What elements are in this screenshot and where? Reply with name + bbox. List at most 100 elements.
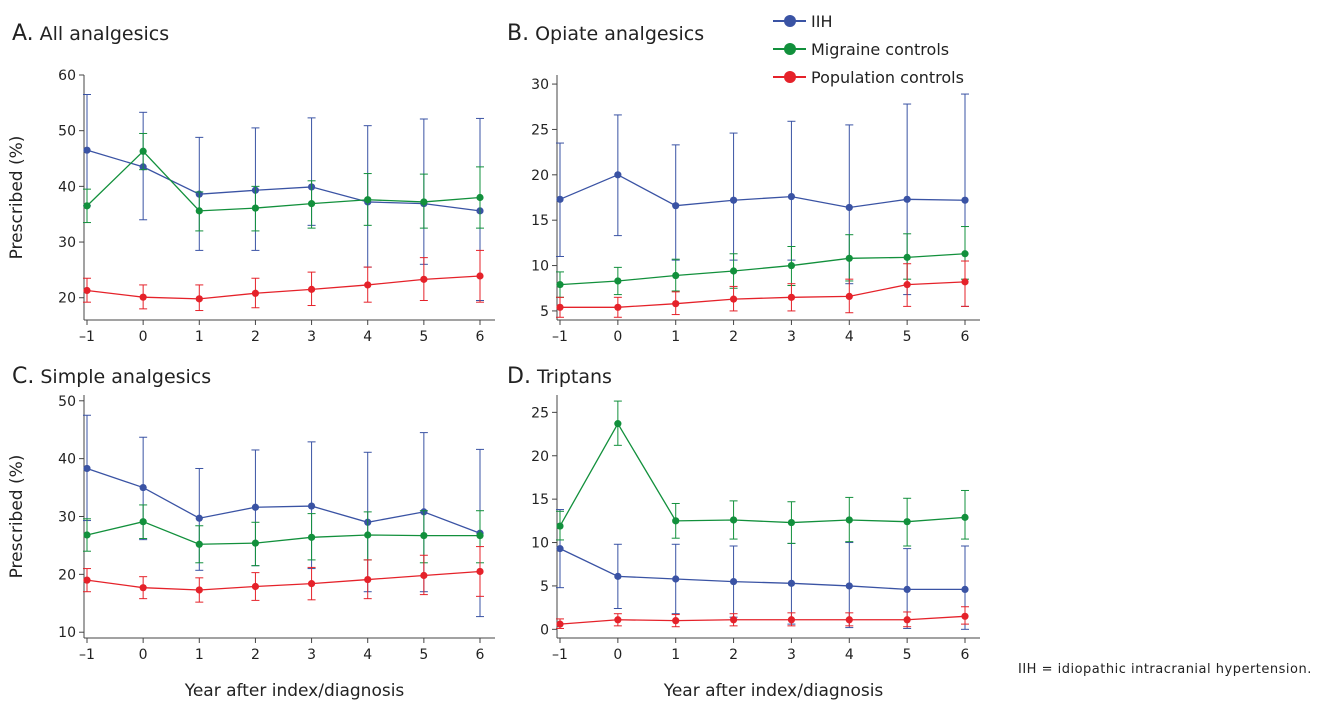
data-point (729, 196, 738, 204)
data-point (614, 303, 622, 311)
data-point (476, 193, 484, 202)
series-1 (556, 226, 969, 298)
data-point (83, 464, 91, 473)
y-tick-label: 25 (531, 405, 549, 421)
data-point (83, 531, 91, 539)
x-tick-label: 0 (613, 647, 622, 663)
x-tick-label: 6 (961, 647, 970, 663)
data-point (729, 577, 738, 586)
y-tick-label: 15 (531, 213, 549, 229)
series-2 (83, 546, 484, 603)
data-point (787, 293, 796, 301)
data-point (195, 540, 203, 548)
x-tick-label: 4 (363, 647, 372, 663)
data-point (672, 517, 680, 525)
series-2 (556, 606, 969, 629)
series-2 (556, 260, 969, 318)
y-tick-label: 10 (531, 259, 549, 275)
data-point (961, 612, 969, 620)
data-point (139, 293, 147, 301)
x-tick-label: 2 (251, 647, 260, 663)
data-point (83, 202, 91, 210)
y-axis-label: Prescribed (%) (7, 455, 27, 579)
data-point (672, 202, 680, 210)
data-point (251, 289, 260, 297)
legend-marker (784, 43, 796, 55)
x-tick-label: 6 (476, 647, 485, 663)
panel-1: B. Opiate analgesics 5 10 15 20 25 30 –1 0 1 2 3 4 5 6 (507, 21, 980, 345)
data-point (961, 278, 969, 286)
data-point (729, 267, 738, 275)
data-point (139, 584, 147, 592)
x-tick-label: 1 (671, 329, 680, 345)
x-axis-label: Year after index/diagnosis (184, 681, 405, 701)
data-point (556, 303, 564, 311)
data-point (672, 271, 680, 280)
data-point (614, 171, 622, 179)
x-tick-label: 0 (139, 329, 148, 345)
data-point (961, 250, 969, 258)
y-tick-label: 40 (58, 179, 76, 195)
series-line (559, 174, 966, 209)
series-1 (83, 132, 484, 232)
data-point (251, 503, 260, 511)
x-tick-label: –1 (79, 647, 95, 663)
data-point (556, 522, 564, 530)
x-tick-label: 2 (729, 647, 738, 663)
panel-0: A. All analgesics 20 30 40 50 60 –1 0 1 2 3 4 5 6 Presc… (7, 21, 495, 345)
series-0 (556, 93, 969, 307)
data-point (364, 196, 372, 204)
data-point (251, 539, 260, 547)
y-tick-label: 30 (58, 235, 76, 251)
x-tick-label: 4 (845, 647, 854, 663)
x-tick-label: 6 (961, 329, 970, 345)
data-point (729, 516, 738, 524)
x-tick-label: 0 (613, 329, 622, 345)
panel-letter: A. (12, 21, 34, 46)
data-point (307, 533, 316, 541)
data-point (307, 580, 316, 588)
panel-letter: C. (12, 364, 34, 389)
data-point (614, 616, 622, 624)
data-point (614, 277, 622, 285)
data-point (903, 616, 911, 624)
data-point (903, 281, 911, 289)
data-point (476, 531, 484, 540)
data-point (139, 518, 147, 526)
x-tick-label: 3 (307, 329, 316, 345)
x-tick-label: 5 (903, 647, 912, 663)
data-point (614, 572, 622, 580)
data-point (787, 616, 796, 624)
data-point (845, 516, 853, 524)
data-point (729, 295, 738, 303)
data-point (251, 582, 260, 591)
x-tick-label: 4 (845, 329, 854, 345)
data-point (139, 483, 147, 492)
y-tick-label: 50 (58, 124, 76, 140)
y-tick-label: 60 (58, 68, 76, 84)
y-tick-label: 10 (531, 536, 549, 552)
data-point (672, 300, 680, 308)
legend-marker (784, 15, 796, 27)
data-point (787, 192, 796, 201)
y-tick-label: 5 (540, 579, 549, 595)
y-tick-label: 20 (531, 168, 549, 184)
data-point (364, 281, 372, 289)
series-line (86, 150, 481, 212)
data-point (672, 617, 680, 625)
y-tick-label: 20 (58, 291, 76, 307)
x-tick-label: 4 (363, 329, 372, 345)
x-tick-label: 5 (419, 647, 428, 663)
legend-item: Migraine controls (773, 40, 949, 59)
x-tick-label: 6 (476, 329, 485, 345)
data-point (787, 261, 796, 270)
x-tick-label: 1 (195, 329, 204, 345)
series-line (86, 467, 481, 534)
series-line (86, 570, 481, 591)
data-point (307, 200, 316, 208)
y-tick-label: 20 (58, 567, 76, 583)
x-tick-label: 5 (419, 329, 428, 345)
footnote: IIH = idiopathic intracranial hypertensi… (1018, 662, 1312, 677)
